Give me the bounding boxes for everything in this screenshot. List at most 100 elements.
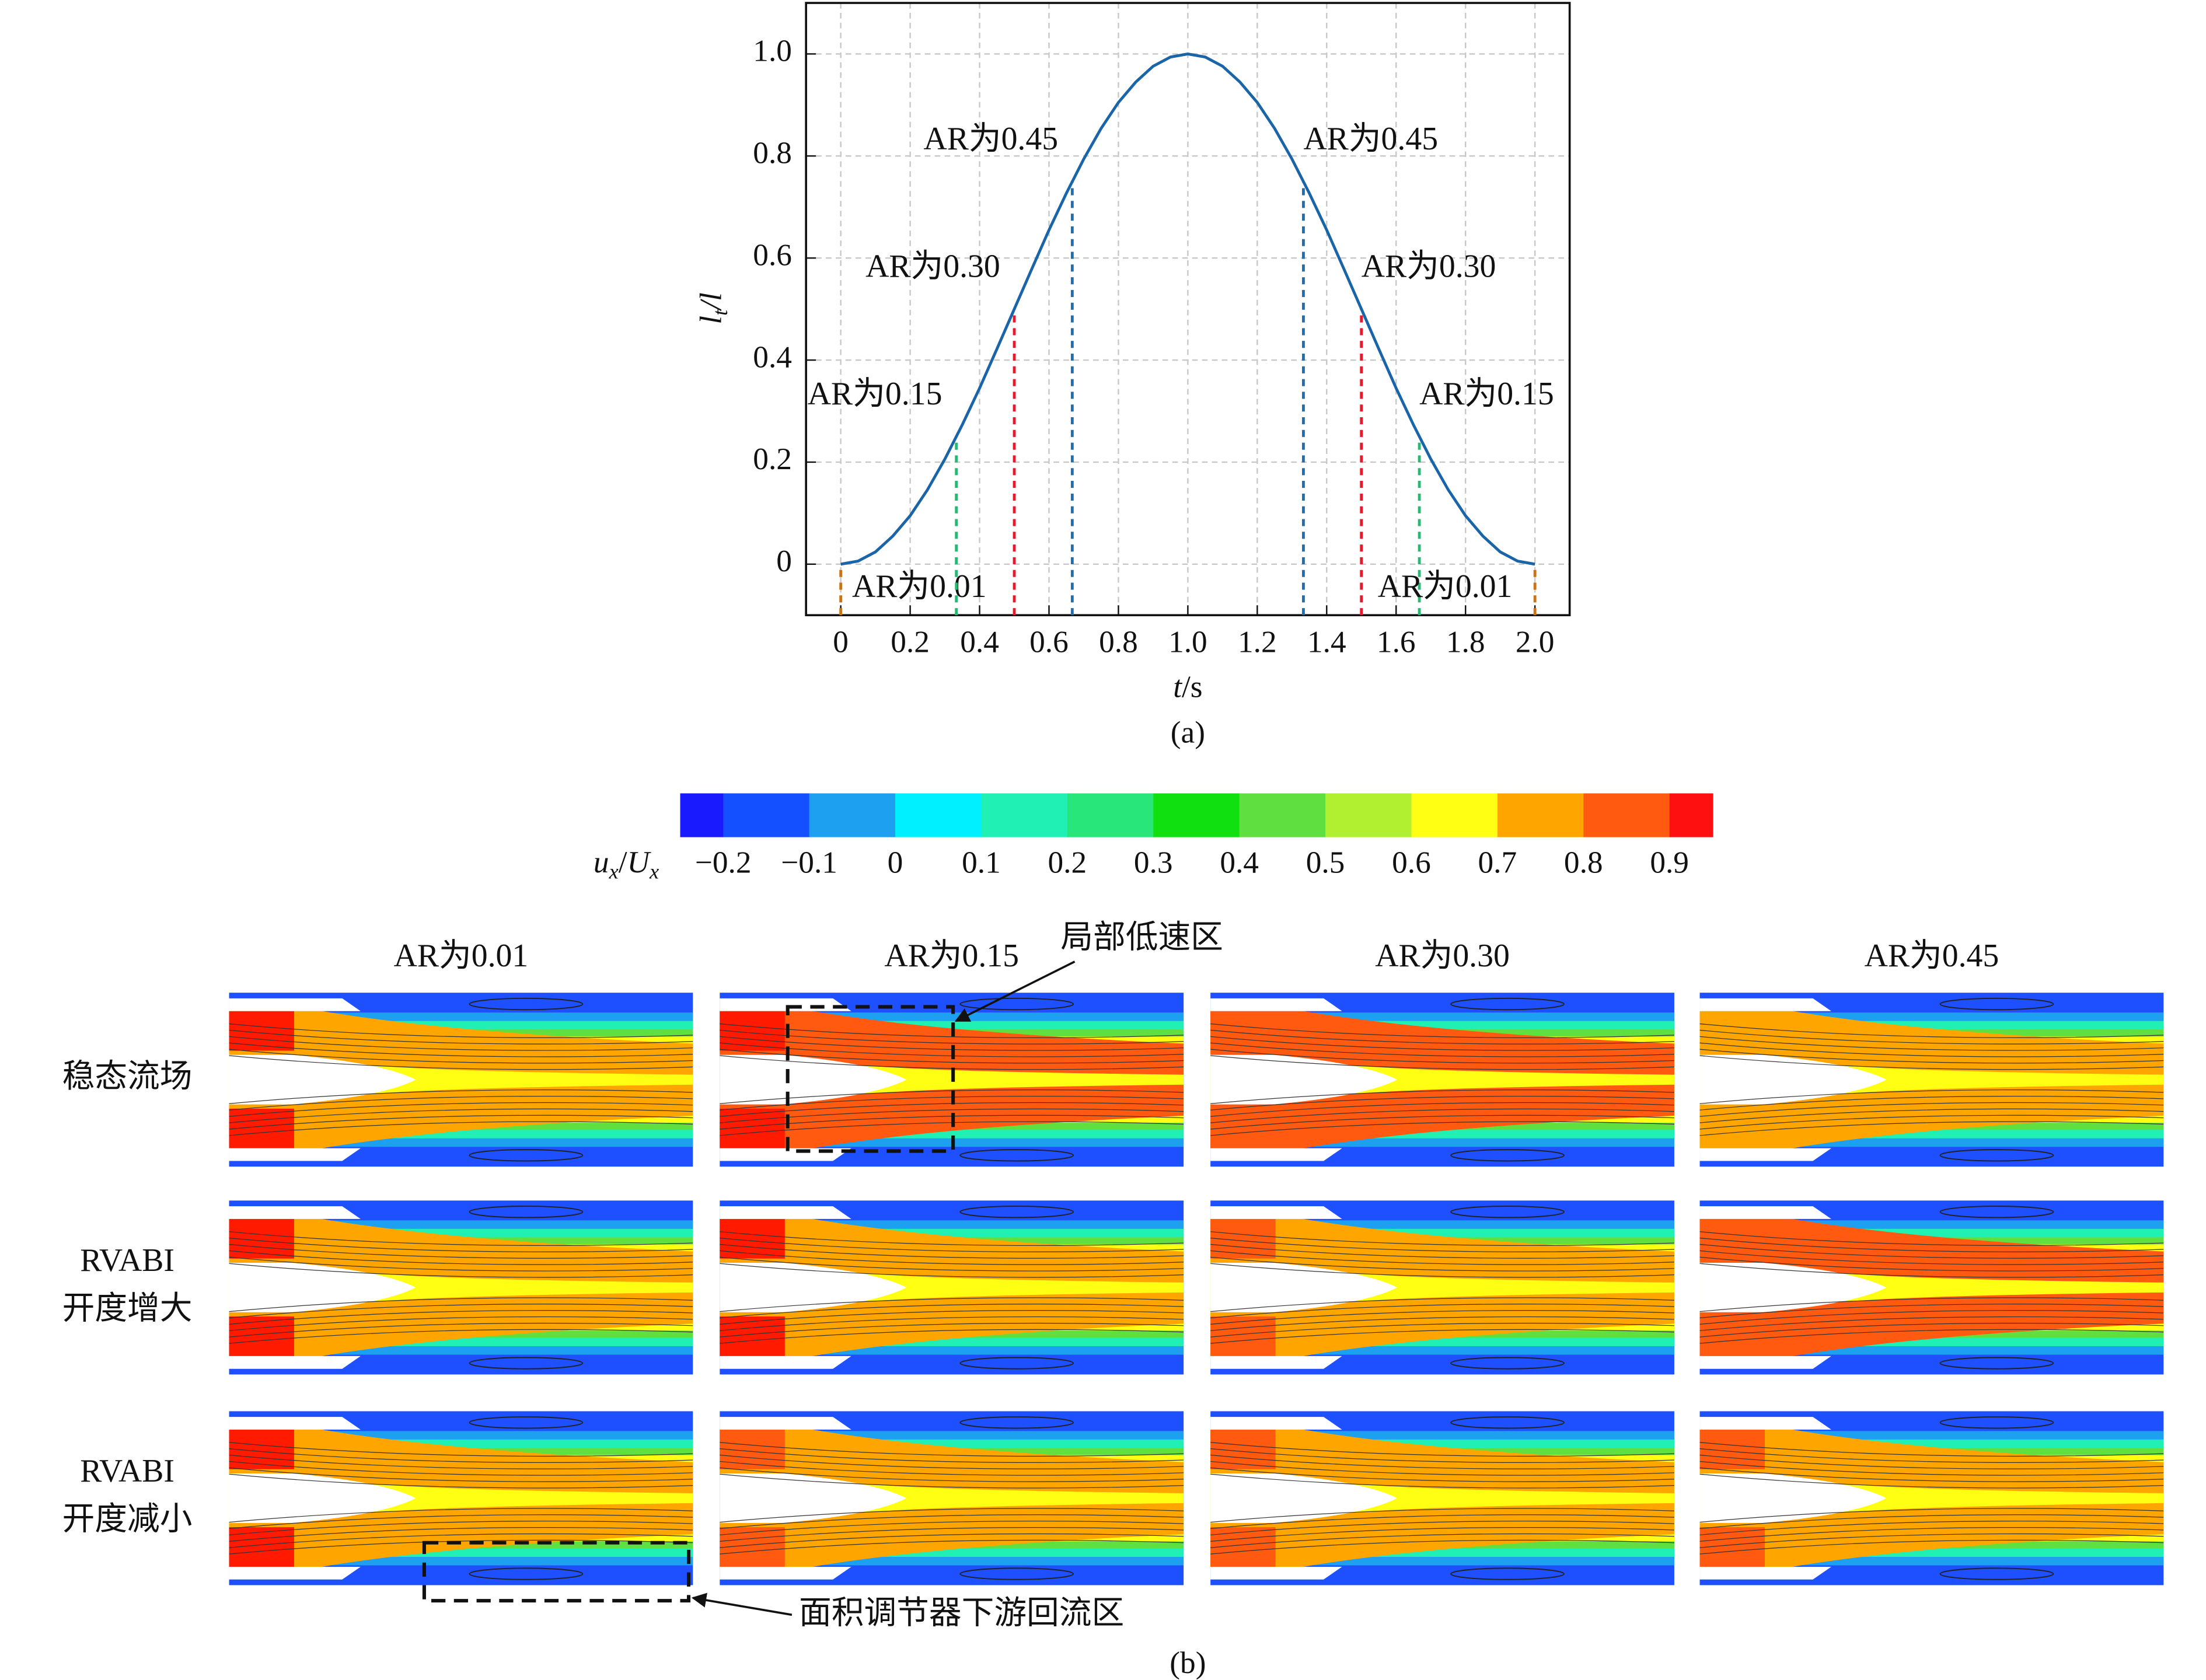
splitter [1210,1054,1397,1105]
wall [229,1417,361,1430]
streamline [1699,1329,2164,1344]
streamline [720,1539,1184,1555]
wall [229,1148,361,1161]
row-label: RVABI [80,1453,174,1489]
y-tick-label: 0.4 [753,340,792,374]
streamline [1210,1023,1674,1038]
streamline [1699,1089,2164,1105]
streamline [229,1442,693,1457]
jet [229,1084,693,1150]
streamline [1210,1244,1674,1259]
colorbar: −0.2 −0.1 0 0.1 0.2 0.3 0.4 0.5 0.6 0.7 0.8 0.9ux/U… [594,793,1713,883]
streamline [1210,1304,1674,1319]
streamline [1699,1521,2164,1536]
streamline [1210,1108,1674,1123]
colorbar-segment [1669,793,1713,837]
colorbar-segment [1583,793,1670,837]
caption: (a) [1171,715,1205,749]
streamline [1210,1121,1674,1136]
colorbar-tick-label: 0.1 [962,845,1001,879]
jet [1210,1503,1674,1569]
streamline [1210,1533,1674,1548]
streamline [229,1310,693,1325]
streamline [1699,1023,2164,1038]
streamline [1210,1521,1674,1536]
jet [229,1217,693,1283]
streamline [720,1231,1184,1246]
streamline [1210,1461,1674,1476]
streamline [1699,1042,2164,1057]
streamline [720,1508,1184,1523]
vortex [1450,1357,1565,1370]
y-tick-label: 0.8 [753,136,792,170]
streamline [229,1256,693,1272]
colorbar-segment [1325,793,1412,837]
streamline [1210,1310,1674,1325]
streamline [229,1533,693,1548]
jet [229,1428,693,1493]
streamline [229,1036,693,1051]
marker-label: AR为0.01 [1378,568,1513,605]
y-tick-label: 0 [776,544,792,578]
marker-label: AR为0.30 [1362,249,1496,285]
colorbar-segment [1411,793,1499,837]
streamline [720,1089,1184,1105]
colorbar-segment [1067,793,1154,837]
streamline [720,1454,1184,1469]
dashed-box [422,1541,691,1603]
streamline [1699,1448,2164,1463]
jet [229,1292,693,1358]
streamline [720,1304,1184,1319]
wall [720,1356,851,1369]
streamline [720,1256,1184,1272]
x-tick-label: 1.0 [1168,624,1207,659]
flow-panel [720,1200,1184,1375]
marker-label: AR为0.01 [852,568,987,605]
curve [840,53,1535,566]
streamline [1210,1102,1674,1117]
streamline [1210,1467,1674,1482]
streamline [720,1316,1184,1331]
vortex [469,1149,584,1162]
wall [720,1566,851,1580]
wall [229,1206,361,1219]
streamline [1210,1256,1674,1272]
splitter [720,1473,907,1523]
colorbar-tick-label: 0.8 [1564,845,1603,879]
wall [1210,1566,1342,1580]
streamline [1210,1527,1674,1542]
streamline [229,1329,693,1344]
splitter [229,1473,416,1523]
streamline [720,1049,1184,1064]
streamline [229,1454,693,1469]
streamline [720,1036,1184,1051]
streamline [1210,1473,1674,1489]
y-label-rest: /l [694,292,728,312]
streamline [1699,1250,2164,1265]
vortex [959,1357,1074,1370]
jet [1699,1084,2164,1150]
streamline [1210,1322,1674,1337]
colorbar-tick-label: −0.1 [781,845,837,879]
jet [720,1428,1184,1493]
streamline [1699,1237,2164,1252]
wall [720,1206,851,1219]
streamline [229,1102,693,1117]
x-tick-label: 0 [833,624,849,659]
streamline [720,1029,1184,1045]
vortex [1450,1149,1565,1162]
streamline [1699,1049,2164,1064]
x-tick-label: 0.8 [1099,624,1138,659]
jet [229,1503,693,1569]
x-label-var: t [1173,670,1182,704]
streamline [1210,1049,1674,1064]
vortex [959,1206,1074,1218]
streamline [1210,1250,1674,1265]
colorbar-tick-label: −0.2 [695,845,752,879]
streamline [229,1473,693,1489]
streamline [229,1521,693,1536]
streamline [1699,1539,2164,1555]
wall [229,1356,361,1369]
